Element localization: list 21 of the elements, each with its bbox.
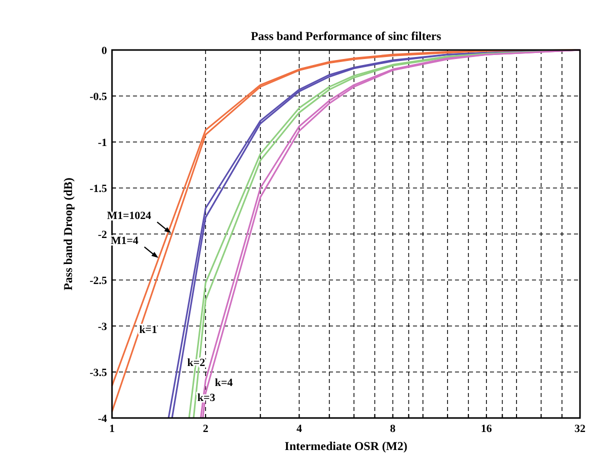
x-tick-label: 16 [480,423,492,435]
x-tick-label: 1 [109,423,115,435]
annotation: k=4 [214,377,234,390]
y-tick-label: 0 [102,45,108,57]
y-tick-label: -4 [98,413,108,425]
y-tick-label: -0.5 [90,91,108,103]
y-tick-label: -3.5 [90,367,108,379]
x-tick-label: 32 [574,423,586,435]
y-tick-label: -1 [98,137,107,149]
y-tick-label: -2.5 [90,275,108,287]
y-tick-label: -1.5 [90,183,108,195]
chart-title: Pass band Performance of sinc filters [250,29,442,43]
x-tick-label: 4 [296,423,302,435]
x-axis-title: Intermediate OSR (M2) [284,439,408,453]
x-tick-label: 8 [390,423,396,435]
annotation: k=2 [187,356,206,369]
x-tick-label: 2 [202,423,209,435]
annotation: k=1 [139,324,158,336]
y-tick-label: -3 [98,321,108,333]
y-axis-title: Pass band Droop (dB) [61,178,75,290]
y-tick-label: -2 [98,229,108,241]
